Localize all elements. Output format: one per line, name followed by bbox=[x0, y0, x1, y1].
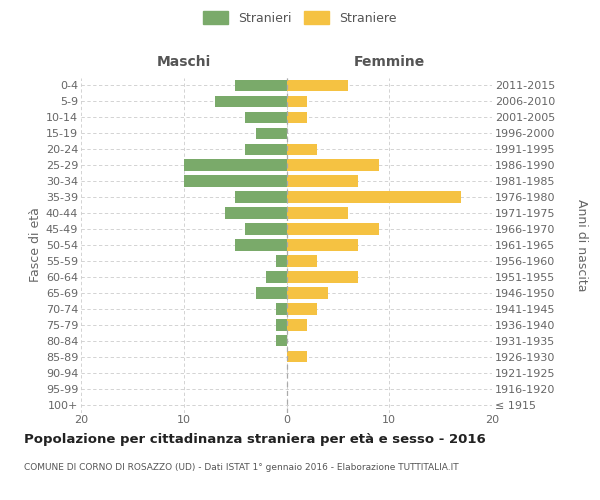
Bar bbox=[287, 96, 307, 107]
Bar bbox=[225, 208, 287, 219]
Bar bbox=[287, 319, 307, 330]
Bar bbox=[287, 303, 317, 314]
Bar bbox=[184, 176, 287, 187]
Bar bbox=[287, 192, 461, 203]
Bar bbox=[287, 240, 358, 250]
Bar bbox=[256, 128, 287, 139]
Bar bbox=[287, 208, 348, 219]
Text: Popolazione per cittadinanza straniera per età e sesso - 2016: Popolazione per cittadinanza straniera p… bbox=[24, 432, 486, 446]
Bar bbox=[245, 112, 287, 123]
Bar bbox=[276, 335, 287, 346]
Bar bbox=[287, 80, 348, 91]
Bar bbox=[287, 287, 328, 298]
Bar bbox=[287, 112, 307, 123]
Bar bbox=[276, 255, 287, 266]
Bar bbox=[245, 144, 287, 155]
Bar bbox=[287, 160, 379, 171]
Bar bbox=[287, 224, 379, 235]
Bar bbox=[184, 160, 287, 171]
Legend: Stranieri, Straniere: Stranieri, Straniere bbox=[201, 8, 399, 28]
Y-axis label: Anni di nascita: Anni di nascita bbox=[575, 198, 588, 291]
Text: Maschi: Maschi bbox=[157, 55, 211, 69]
Text: Femmine: Femmine bbox=[353, 55, 425, 69]
Bar bbox=[287, 255, 317, 266]
Text: COMUNE DI CORNO DI ROSAZZO (UD) - Dati ISTAT 1° gennaio 2016 - Elaborazione TUTT: COMUNE DI CORNO DI ROSAZZO (UD) - Dati I… bbox=[24, 462, 458, 471]
Bar bbox=[287, 351, 307, 362]
Bar bbox=[276, 319, 287, 330]
Bar bbox=[276, 303, 287, 314]
Bar bbox=[215, 96, 287, 107]
Bar bbox=[287, 176, 358, 187]
Bar bbox=[245, 224, 287, 235]
Bar bbox=[256, 287, 287, 298]
Bar bbox=[287, 271, 358, 282]
Bar bbox=[287, 144, 317, 155]
Bar bbox=[235, 192, 287, 203]
Y-axis label: Fasce di età: Fasce di età bbox=[29, 208, 41, 282]
Bar bbox=[235, 80, 287, 91]
Bar bbox=[235, 240, 287, 250]
Bar bbox=[266, 271, 287, 282]
